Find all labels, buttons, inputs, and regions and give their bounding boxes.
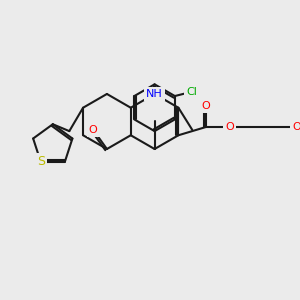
Text: NH: NH bbox=[146, 89, 163, 99]
Text: O: O bbox=[225, 122, 234, 132]
Text: O: O bbox=[89, 125, 98, 135]
Text: Cl: Cl bbox=[186, 87, 197, 97]
Text: O: O bbox=[202, 101, 210, 111]
Text: NH: NH bbox=[146, 89, 163, 99]
Text: S: S bbox=[37, 155, 45, 168]
Text: O: O bbox=[292, 122, 300, 132]
